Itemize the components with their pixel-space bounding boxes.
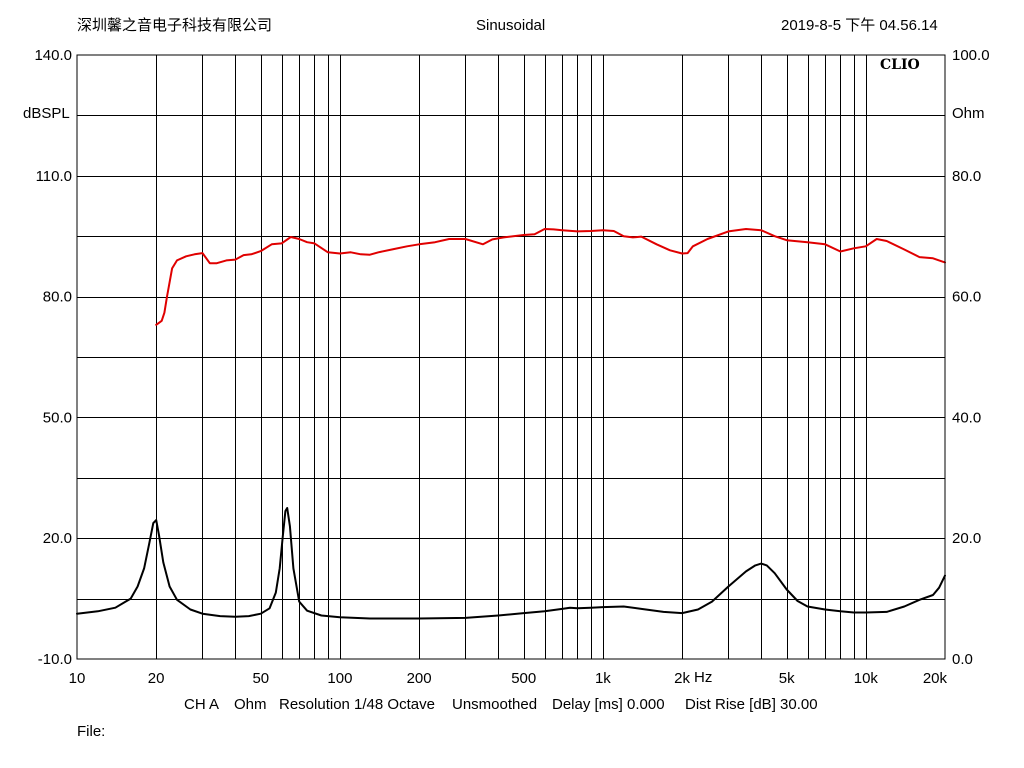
right-axis-unit: Ohm	[952, 105, 985, 122]
y-right-tick-label: 20.0	[952, 530, 981, 547]
file-label: File:	[77, 723, 106, 740]
x-tick-label: 10k	[854, 670, 879, 687]
left-axis-unit: dBSPL	[23, 105, 70, 122]
x-tick-label: 2k	[674, 670, 690, 687]
brand-logo: CLIO	[880, 57, 920, 73]
x-tick-label: 10	[69, 670, 86, 687]
status-dist-rise: Dist Rise [dB] 30.00	[685, 696, 818, 713]
y-right-tick-label: 60.0	[952, 289, 981, 306]
y-left-tick-label: 80.0	[43, 289, 72, 306]
y-right-tick-label: 0.0	[952, 651, 973, 668]
measurement-datetime: 2019-8-5 下午 04.56.14	[781, 17, 938, 34]
tick-labels: 10 20 50 100 200 500 1k 2k 5k 10k 20k 140.0 110.0 80.…	[34, 47, 989, 687]
y-left-tick-label: -10.0	[38, 651, 72, 668]
x-tick-label: 100	[327, 670, 352, 687]
plot-frame	[76, 54, 946, 660]
series-layer	[76, 228, 946, 620]
y-right-tick-label: 100.0	[952, 47, 990, 64]
status-smoothing: Unsmoothed	[452, 696, 538, 713]
x-tick-label: 5k	[779, 670, 795, 687]
measurement-mode: Sinusoidal	[476, 17, 546, 34]
y-left-tick-label: 50.0	[43, 409, 72, 426]
y-left-tick-label: 140.0	[34, 47, 72, 64]
status-unit: Ohm	[234, 696, 267, 713]
x-tick-label: 1k	[595, 670, 611, 687]
grid	[77, 55, 945, 659]
x-tick-label: 20k	[923, 670, 948, 687]
status-resolution: Resolution 1/48 Octave	[279, 696, 435, 713]
x-tick-label: 200	[407, 670, 432, 687]
x-tick-label: 500	[511, 670, 536, 687]
impedance-series-line	[76, 507, 946, 620]
x-tick-label: 50	[252, 670, 269, 687]
spl-series-line	[155, 228, 946, 326]
y-left-tick-label: 110.0	[36, 168, 72, 185]
y-left-tick-label: 20.0	[43, 530, 72, 547]
x-tick-label: 20	[148, 670, 165, 687]
x-axis-unit: Hz	[694, 669, 713, 686]
status-delay: Delay [ms] 0.000	[552, 696, 665, 713]
y-right-tick-label: 80.0	[952, 168, 981, 185]
company-name: 深圳馨之音电子科技有限公司	[77, 17, 273, 34]
y-right-tick-label: 40.0	[952, 409, 981, 426]
status-channel: CH A	[184, 696, 220, 713]
